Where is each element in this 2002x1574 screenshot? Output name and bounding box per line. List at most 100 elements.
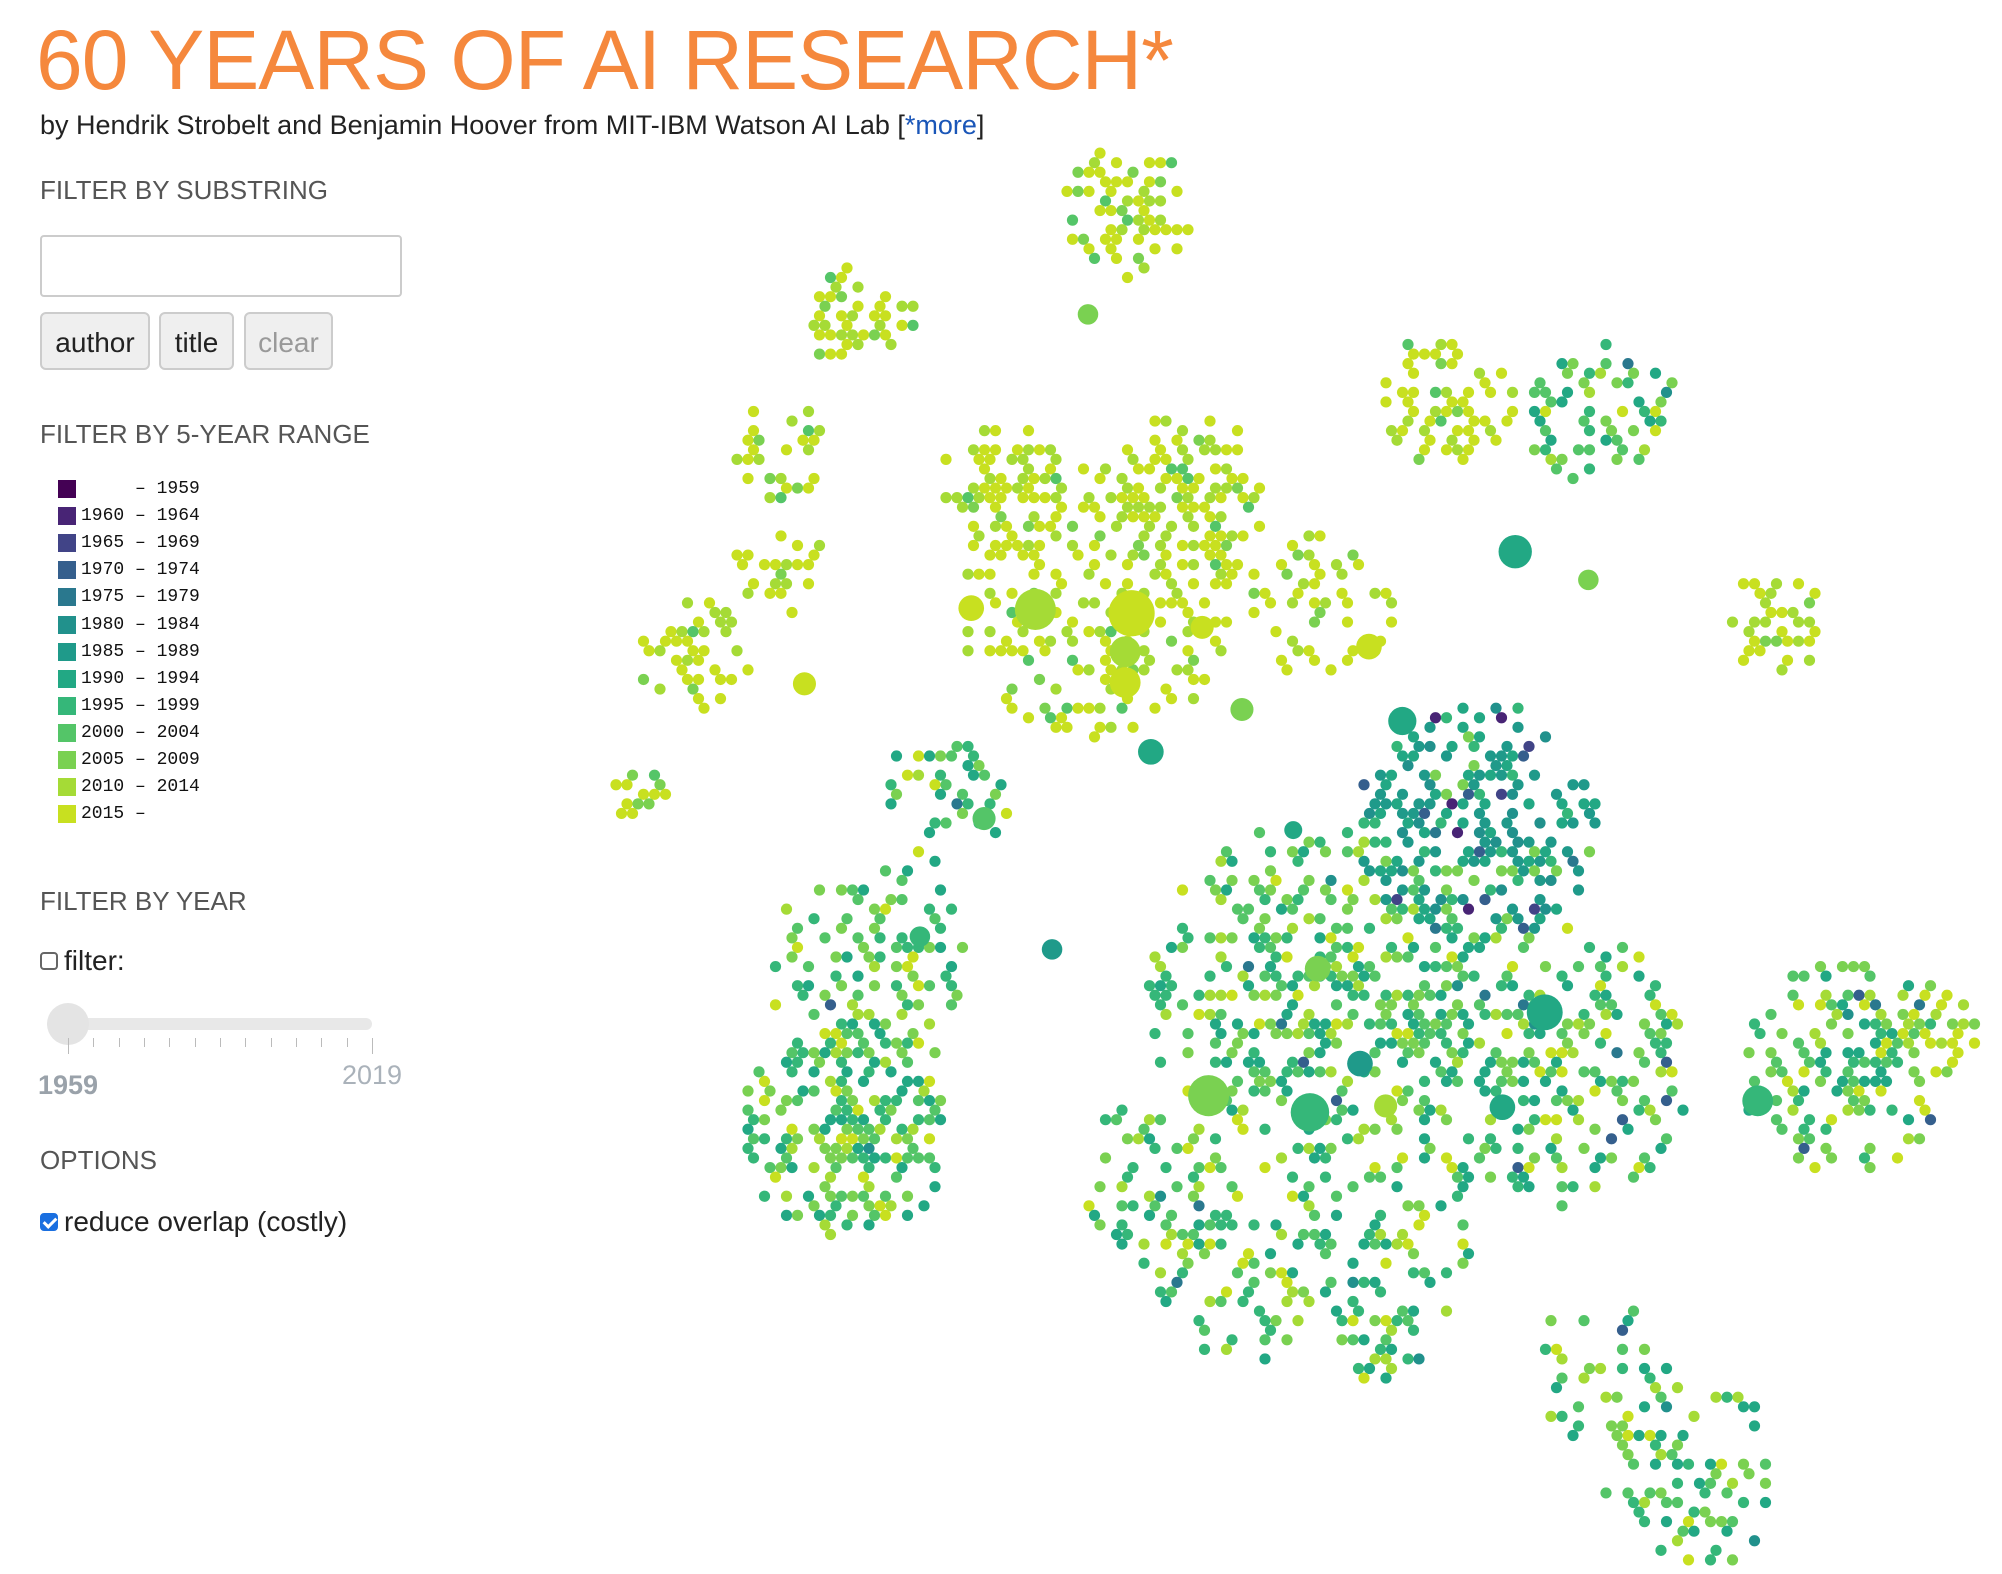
paper-dot[interactable] [1363,922,1376,934]
paper-dot[interactable] [962,492,974,504]
paper-dot[interactable] [1160,1008,1172,1021]
paper-dot[interactable] [1633,1506,1645,1518]
paper-dot[interactable] [791,482,804,494]
paper-dot[interactable] [1308,1018,1321,1030]
paper-dot[interactable] [1402,1027,1414,1040]
paper-dot[interactable] [1627,1458,1640,1470]
paper-dot[interactable] [1440,712,1453,724]
paper-dot[interactable] [1534,1066,1546,1078]
paper-dot[interactable] [1226,568,1238,580]
paper-dot[interactable] [1473,846,1486,858]
paper-dot[interactable] [874,300,886,312]
paper-dot[interactable] [753,434,765,446]
paper-dot[interactable] [1374,1171,1387,1183]
paper-dot[interactable] [615,807,628,820]
paper-dot[interactable] [1451,980,1464,992]
paper-dot[interactable] [1842,1027,1854,1040]
paper-dot[interactable] [1044,520,1057,532]
paper-dot[interactable] [1215,1008,1227,1021]
paper-dot[interactable] [1413,893,1425,906]
paper-dot[interactable] [1523,836,1535,848]
paper-dot[interactable] [1567,1047,1579,1059]
paper-dot[interactable] [1132,482,1145,494]
paper-dot[interactable] [1347,1295,1359,1308]
paper-dot[interactable] [1435,989,1447,1001]
paper-dot[interactable] [1550,1382,1563,1394]
paper-dot[interactable] [1319,1248,1332,1260]
paper-dot[interactable] [1435,1066,1447,1078]
paper-dot[interactable] [923,903,936,915]
paper-dot[interactable] [813,329,826,341]
paper-dot[interactable] [1424,740,1436,753]
paper-dot[interactable] [912,1075,925,1088]
paper-dot[interactable] [1622,358,1634,370]
paper-dot[interactable] [1451,1056,1464,1068]
paper-dot[interactable] [1655,1391,1667,1403]
paper-dot[interactable] [923,1114,936,1126]
paper-dot[interactable] [1226,1219,1238,1231]
paper-dot[interactable] [1374,865,1387,877]
paper-dot[interactable] [1039,472,1051,485]
paper-dot[interactable] [901,1152,914,1164]
paper-dot[interactable] [907,1027,919,1040]
paper-dot[interactable] [1413,1008,1425,1021]
paper-dot[interactable] [1292,970,1304,982]
paper-dot[interactable] [1110,1228,1123,1241]
paper-dot[interactable] [1297,1190,1310,1202]
paper-dot[interactable] [1847,1056,1860,1068]
paper-dot[interactable] [1556,817,1568,829]
paper-dot[interactable] [1017,453,1029,465]
paper-dot[interactable] [907,951,919,963]
paper-dot[interactable] [1077,597,1090,609]
paper-dot[interactable] [879,1190,892,1202]
paper-dot[interactable] [1028,511,1040,523]
paper-dot[interactable] [1215,1219,1227,1231]
paper-dot[interactable] [912,980,925,992]
paper-dot[interactable] [1495,788,1508,800]
paper-dot[interactable] [967,501,980,513]
paper-dot[interactable] [1946,1056,1959,1068]
paper-dot[interactable] [1193,1008,1205,1021]
paper-dot[interactable] [1649,425,1662,437]
paper-dot[interactable] [1109,636,1141,668]
paper-dot[interactable] [1391,913,1403,925]
paper-dot[interactable] [1787,1104,1799,1116]
paper-dot[interactable] [1165,980,1178,992]
paper-dot[interactable] [1814,960,1827,973]
paper-dot[interactable] [841,319,853,331]
paper-dot[interactable] [1479,932,1491,944]
paper-dot[interactable] [1523,1161,1535,1174]
paper-dot[interactable] [1407,1305,1420,1317]
paper-dot[interactable] [868,1018,881,1030]
paper-dot[interactable] [1297,846,1310,858]
paper-dot[interactable] [1880,1037,1893,1049]
paper-dot[interactable] [1704,1477,1717,1489]
paper-dot[interactable] [1600,989,1612,1001]
paper-dot[interactable] [1083,1200,1095,1212]
paper-dot[interactable] [1116,1200,1128,1212]
paper-dot[interactable] [1165,1209,1178,1221]
paper-dot[interactable] [1633,1161,1645,1174]
paper-dot[interactable] [1814,999,1827,1011]
paper-dot[interactable] [1715,1516,1728,1528]
paper-dot[interactable] [1589,1123,1601,1135]
paper-dot[interactable] [1402,760,1414,772]
paper-dot[interactable] [1083,702,1095,714]
paper-dot[interactable] [967,750,980,762]
paper-dot[interactable] [1314,530,1326,542]
paper-dot[interactable] [1050,453,1062,465]
paper-dot[interactable] [1534,817,1546,829]
paper-dot[interactable] [1578,1027,1590,1040]
paper-dot[interactable] [1044,635,1057,647]
paper-dot[interactable] [852,989,864,1001]
paper-dot[interactable] [923,1133,936,1145]
paper-dot[interactable] [753,1066,765,1078]
paper-dot[interactable] [1072,664,1084,676]
paper-dot[interactable] [1116,1104,1128,1116]
paper-dot[interactable] [1237,970,1249,982]
paper-dot[interactable] [1611,1008,1623,1021]
paper-dot[interactable] [1198,1324,1211,1336]
paper-dot[interactable] [1572,884,1585,896]
paper-dot[interactable] [1248,989,1260,1001]
paper-dot[interactable] [984,453,996,465]
